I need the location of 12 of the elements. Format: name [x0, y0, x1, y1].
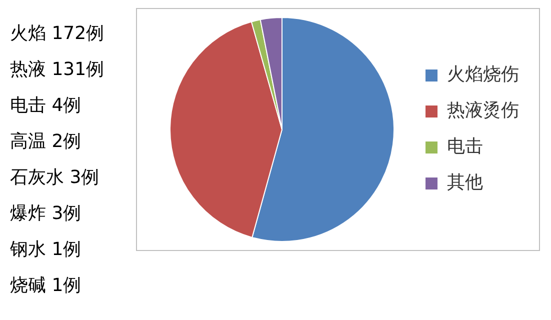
text: 电击 4例 — [10, 94, 82, 118]
text: 火焰 172例 — [10, 22, 104, 46]
text: 爆炸 3例 — [10, 202, 82, 226]
legend-label: 热液烫伤 — [447, 100, 519, 122]
text: 石灰水 3例 — [10, 166, 100, 190]
text: 烧碱 1例 — [10, 274, 82, 298]
text: 高温 2例 — [10, 130, 82, 154]
text: 热液 131例 — [10, 58, 104, 82]
text: 钢水 1例 — [10, 238, 82, 262]
legend-label: 火焰烧伤 — [447, 64, 519, 86]
legend-label: 其他 — [447, 172, 483, 194]
legend-label: 电击 — [447, 136, 483, 158]
